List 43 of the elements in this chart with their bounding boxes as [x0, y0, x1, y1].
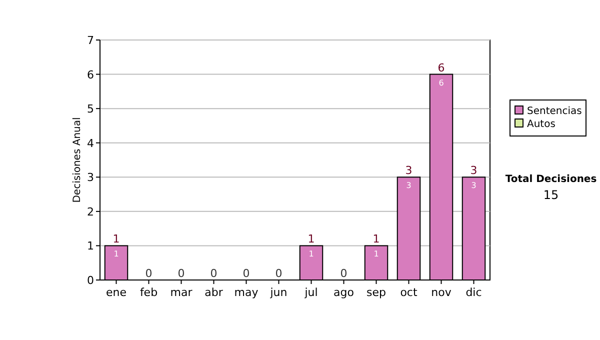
y-tick-label: 2 — [87, 205, 94, 218]
data-label: 3 — [471, 181, 476, 190]
total-label: 3 — [470, 164, 478, 178]
data-label: 1 — [114, 250, 119, 259]
y-tick-label: 4 — [87, 136, 94, 150]
data-label: 1 — [308, 250, 314, 259]
y-tick-label: 5 — [87, 102, 94, 116]
text: Total Decisiones — [505, 174, 597, 185]
x-tick-label: abr — [204, 286, 224, 299]
total-label: 1 — [372, 232, 380, 246]
text: 15 — [543, 188, 559, 202]
total-label: 0 — [242, 267, 250, 280]
x-tick-label: dic — [466, 286, 482, 299]
x-tick-label: feb — [140, 286, 158, 299]
y-tick-label: 1 — [87, 240, 94, 253]
x-tick-label: ago — [334, 286, 354, 299]
total-label: 1 — [308, 232, 315, 246]
y-axis-title: Decisiones Anual — [72, 117, 83, 203]
legend-label: Autos — [527, 119, 556, 130]
total-label: 1 — [112, 232, 120, 246]
total-label: 0 — [178, 267, 185, 280]
x-tick-label: ene — [106, 286, 127, 299]
x-tick-label: sep — [366, 286, 386, 299]
y-tick-label: 6 — [87, 68, 94, 82]
y-tick-label: 7 — [87, 34, 94, 47]
data-label: 6 — [438, 78, 444, 88]
total-label: 0 — [210, 267, 218, 280]
y-tick-label: 3 — [87, 171, 94, 184]
x-tick-label: jun — [269, 286, 288, 299]
y-tick-label: 0 — [87, 274, 94, 287]
total-label: 6 — [438, 61, 445, 74]
total-label: 0 — [145, 267, 152, 280]
total-label: 3 — [405, 164, 412, 178]
total-label: 0 — [275, 267, 282, 280]
x-tick-label: mar — [170, 286, 193, 299]
x-tick-label: jul — [304, 286, 318, 299]
x-tick-label: oct — [400, 286, 418, 299]
total-label: 0 — [340, 267, 348, 280]
legend-label: Sentencias — [527, 106, 582, 117]
data-label: 1 — [374, 250, 379, 259]
x-tick-label: nov — [431, 286, 452, 299]
x-tick-label: may — [234, 286, 259, 299]
data-label: 3 — [406, 181, 412, 190]
